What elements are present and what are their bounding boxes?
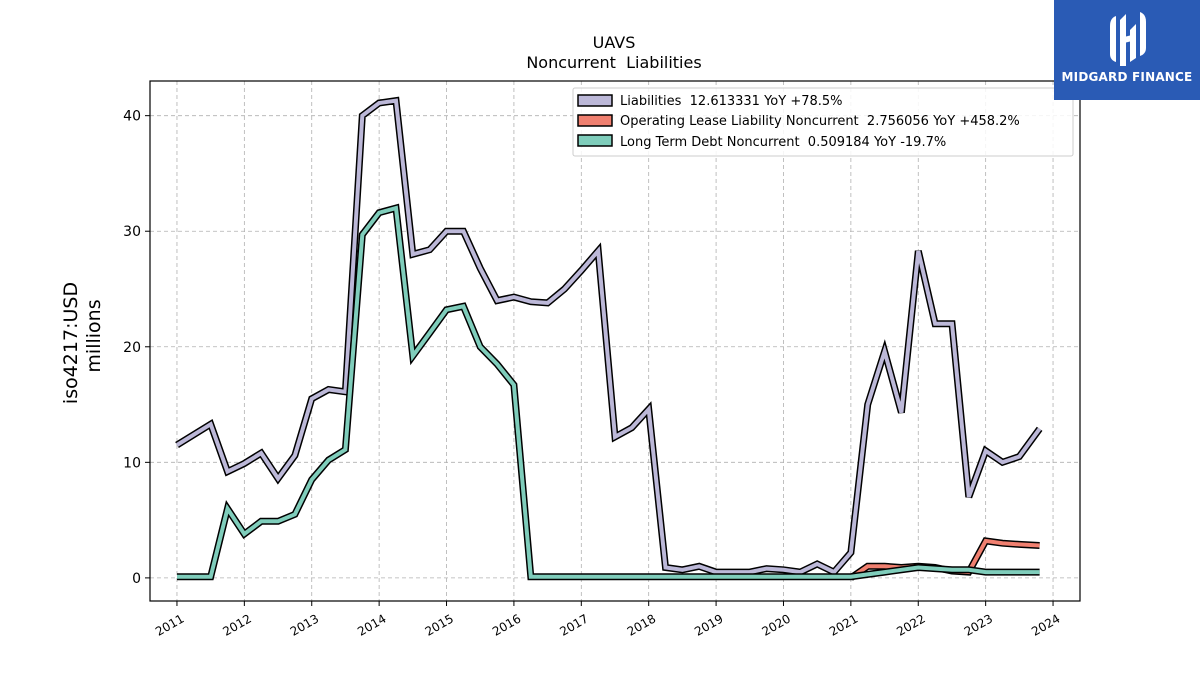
- legend-entry-long-term-debt: Long Term Debt Noncurrent 0.509184 YoY -…: [577, 134, 946, 150]
- x-tick-label: 2015: [423, 611, 456, 638]
- y-axis-label-line1: iso4217:USD: [60, 282, 82, 404]
- legend-label-operating-lease: Operating Lease Liability Noncurrent 2.7…: [620, 114, 1020, 129]
- x-tick-label: 2013: [288, 611, 321, 638]
- legend: Liabilities 12.613331 YoY +78.5% Operati…: [572, 87, 1074, 157]
- legend-entry-operating-lease: Operating Lease Liability Noncurrent 2.7…: [577, 114, 1020, 129]
- legend-entry-liabilities: Liabilities 12.613331 YoY +78.5%: [577, 94, 843, 109]
- x-tick-label: 2021: [827, 611, 860, 638]
- x-tick-label: 2017: [557, 611, 590, 638]
- series-line-long-term-debt: [177, 205, 1040, 579]
- legend-swatch-long-term-debt: [577, 134, 613, 147]
- series-lines: [175, 96, 1043, 581]
- x-axis: 2011 2012 2013 2014 2015 2016 2017 2018 2019 2020…: [153, 601, 1063, 639]
- x-tick-label: 2012: [220, 611, 253, 638]
- x-tick-label: 2024: [1029, 611, 1062, 638]
- chart-subtitle: Noncurrent Liabilities: [526, 53, 701, 72]
- x-tick-label: 2014: [355, 611, 388, 638]
- x-tick-label: 2011: [153, 611, 186, 638]
- legend-swatch-operating-lease: [577, 114, 613, 127]
- y-tick-label: 10: [123, 455, 141, 471]
- legend-box: [572, 87, 1074, 157]
- brand-logo-text: MIDGARD FINANCE: [1061, 70, 1193, 84]
- y-axis-label-line2: millions: [83, 299, 105, 372]
- x-tick-label: 2023: [962, 611, 995, 638]
- midgard-logo-icon: [1110, 12, 1146, 66]
- plot-frame: [149, 80, 1081, 602]
- series-line-liabilities-12613331-yoy: [175, 98, 1042, 575]
- x-tick-label: 2022: [894, 611, 927, 638]
- chart-title: UAVS: [593, 33, 636, 52]
- grid: [150, 81, 1080, 601]
- legend-label-long-term-debt: Long Term Debt Noncurrent 0.509184 YoY -…: [620, 135, 946, 150]
- x-tick-label: 2019: [692, 611, 725, 638]
- y-tick-label: 20: [123, 340, 141, 356]
- x-tick-label: 2016: [490, 611, 523, 638]
- y-axis: 0 10 20 30 40: [123, 109, 150, 587]
- y-tick-label: 30: [123, 224, 141, 240]
- x-tick-label: 2018: [625, 611, 658, 638]
- legend-label-liabilities: Liabilities 12.613331 YoY +78.5%: [620, 94, 843, 109]
- y-tick-label: 0: [132, 571, 141, 587]
- x-tick-label: 2020: [760, 611, 793, 638]
- y-tick-label: 40: [123, 109, 141, 125]
- brand-logo: MIDGARD FINANCE: [1054, 0, 1200, 100]
- legend-swatch-liabilities: [577, 94, 613, 107]
